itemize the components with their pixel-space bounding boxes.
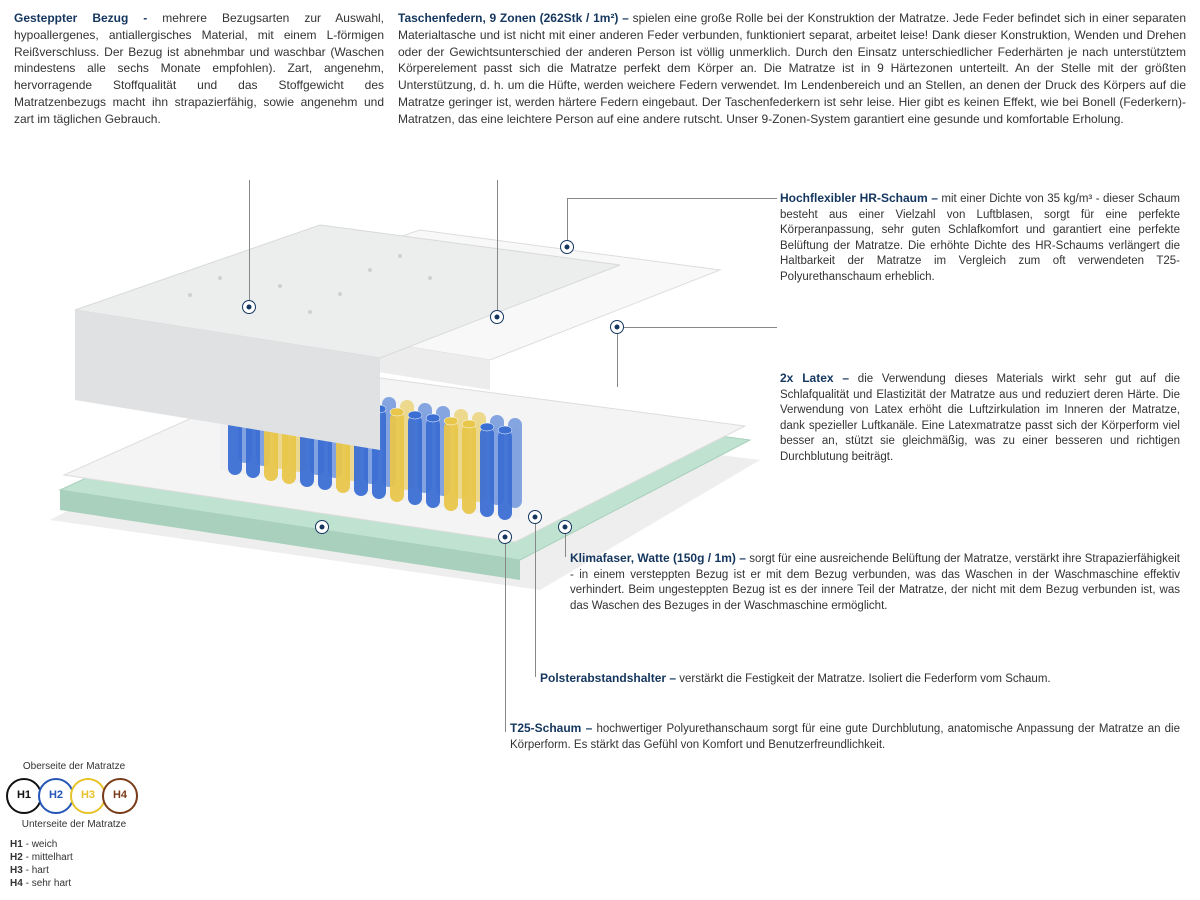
mattress-illustration (20, 190, 780, 610)
legend-row-h1: H1 - weich (10, 838, 138, 851)
legend-h3-circle: H3 (70, 778, 106, 814)
t25-title: T25-Schaum – (510, 721, 592, 735)
springs-body: spielen eine große Rolle bei der Konstru… (398, 11, 1186, 126)
leader-line (505, 537, 506, 732)
legend-top-label: Oberseite der Matratze (10, 760, 138, 774)
marker-cover (242, 300, 256, 314)
leader-line (567, 198, 568, 246)
klimafaser-title: Klimafaser, Watte (150g / 1m) – (570, 551, 746, 565)
leader-line (617, 327, 618, 387)
marker-t25 (498, 530, 512, 544)
leader-line (567, 198, 777, 199)
polster-title: Polsterabstandshalter – (540, 671, 676, 685)
marker-polster (528, 510, 542, 524)
cover-title: Gesteppter Bezug - (14, 11, 147, 25)
marker-hr-foam (560, 240, 574, 254)
marker-bottom (315, 520, 329, 534)
diagram-area: Hochflexibler HR-Schaum – mit einer Dich… (0, 180, 1200, 900)
callout-polster: Polsterabstandshalter – verstärkt die Fe… (540, 670, 1180, 688)
legend-rows: H1 - weich H2 - mittelhart H3 - hart H4 … (10, 838, 138, 890)
legend-row-h2: H2 - mittelhart (10, 851, 138, 864)
legend-h1-circle: H1 (6, 778, 42, 814)
leader-line (497, 180, 498, 310)
legend-circles: H1 H2 H3 H4 (10, 778, 138, 814)
leader-line (249, 180, 250, 300)
legend-row-h4: H4 - sehr hart (10, 877, 138, 890)
leader-line (535, 517, 536, 677)
leader-line (617, 327, 777, 328)
callout-latex: 2x Latex – die Verwendung dieses Materia… (780, 370, 1180, 465)
t25-body: hochwertiger Polyurethanschaum sorgt für… (510, 723, 1180, 751)
legend-bottom-label: Unterseite der Matratze (10, 818, 138, 832)
marker-latex (610, 320, 624, 334)
legend-h4-circle: H4 (102, 778, 138, 814)
callout-t25: T25-Schaum – hochwertiger Polyurethansch… (510, 720, 1180, 753)
marker-klimafaser (558, 520, 572, 534)
cover-body: mehrere Bezugsarten zur Auswahl, hypoall… (14, 11, 384, 126)
callout-klimafaser: Klimafaser, Watte (150g / 1m) – sorgt fü… (570, 550, 1180, 614)
hardness-legend: Oberseite der Matratze H1 H2 H3 H4 Unter… (10, 760, 138, 890)
hr-foam-title: Hochflexibler HR-Schaum – (780, 191, 938, 205)
latex-body: die Verwendung dieses Materials wirkt se… (780, 373, 1180, 463)
legend-row-h3: H3 - hart (10, 864, 138, 877)
hr-foam-body: mit einer Dichte von 35 kg/m³ - dieser S… (780, 193, 1180, 283)
latex-title: 2x Latex – (780, 371, 849, 385)
callout-hr-foam: Hochflexibler HR-Schaum – mit einer Dich… (780, 190, 1180, 285)
springs-title: Taschenfedern, 9 Zonen (262Stk / 1m²) – (398, 11, 629, 25)
legend-h2-circle: H2 (38, 778, 74, 814)
springs-description: Taschenfedern, 9 Zonen (262Stk / 1m²) – … (398, 10, 1186, 128)
marker-springs (490, 310, 504, 324)
top-text-row: Gesteppter Bezug - mehrere Bezugsarten z… (0, 0, 1200, 128)
polster-body: verstärkt die Festigkeit der Matratze. I… (679, 673, 1050, 685)
cover-description: Gesteppter Bezug - mehrere Bezugsarten z… (14, 10, 384, 128)
